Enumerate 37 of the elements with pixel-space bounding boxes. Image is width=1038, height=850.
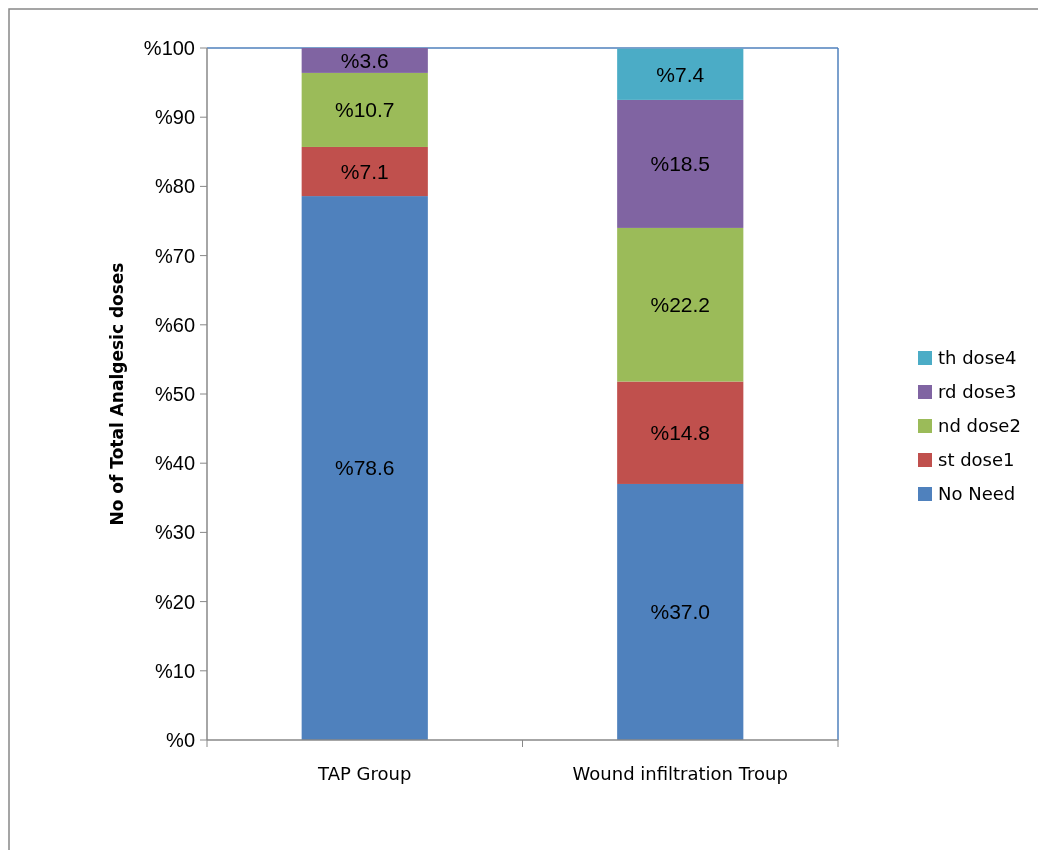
- legend-label: st dose1: [938, 449, 1015, 471]
- y-tick-label: %100: [143, 37, 195, 59]
- data-label: %78.6: [334, 456, 395, 480]
- bar: [301, 196, 428, 740]
- y-tick-label: %40: [154, 452, 195, 475]
- data-label: %3.6: [340, 48, 389, 72]
- bar: [301, 146, 428, 197]
- data-label: %37.0: [650, 600, 711, 624]
- bar: [617, 99, 744, 228]
- y-tick-label: %50: [154, 383, 195, 405]
- legend-label: nd dose2: [938, 415, 1021, 437]
- bar: [617, 483, 744, 740]
- y-axis-title: No of Total Analgesic doses: [107, 262, 127, 526]
- x-tick-label: TAP Group: [317, 763, 412, 784]
- y-tick-label: %80: [154, 175, 195, 198]
- bar: [301, 72, 428, 147]
- data-label: %14.8: [650, 421, 711, 445]
- y-tick-label: %10: [154, 659, 195, 682]
- y-tick-label: %20: [154, 590, 195, 613]
- data-label: %10.7: [334, 98, 395, 122]
- y-tick-label: %30: [154, 521, 195, 544]
- legend-label: th dose4: [938, 347, 1017, 369]
- data-label: %7.4: [656, 62, 705, 86]
- y-tick-label: %60: [154, 313, 195, 336]
- bar: [617, 48, 744, 100]
- bar: [617, 381, 744, 484]
- y-tick-label: %70: [154, 244, 195, 267]
- y-tick-label: %0: [166, 729, 195, 751]
- legend-label: No Need: [938, 483, 1016, 505]
- bar: [617, 227, 744, 382]
- legend-label: rd dose3: [938, 381, 1017, 403]
- x-tick-label: Wound infiltration Troup: [572, 763, 788, 784]
- data-label: %7.1: [340, 159, 389, 183]
- bar: [301, 48, 428, 73]
- data-label: %18.5: [650, 152, 711, 176]
- data-label: %22.2: [650, 293, 711, 317]
- y-tick-label: %90: [154, 106, 195, 129]
